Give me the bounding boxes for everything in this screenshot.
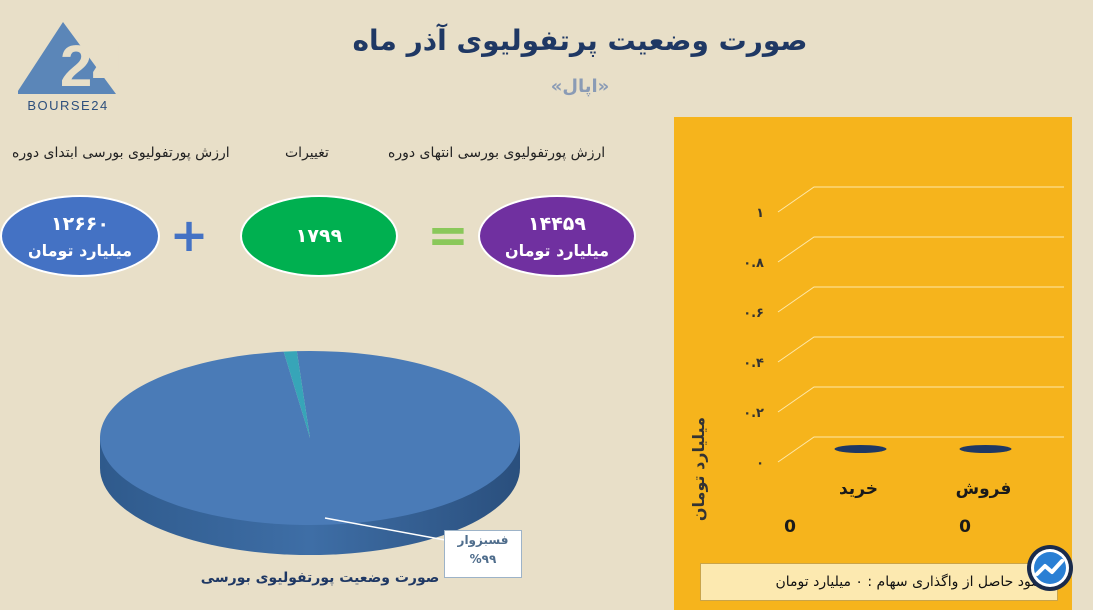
end-value: ۱۴۴۵۹ bbox=[528, 212, 586, 235]
start-value-ellipse: ۱۲۶۶۰ میلیارد تومان bbox=[0, 195, 160, 277]
plus-sign: + bbox=[169, 208, 209, 262]
change-value: ۱۷۹۹ bbox=[295, 225, 343, 247]
end-value-label: ارزش پورتفولیوی بورسی انتهای دوره bbox=[388, 145, 606, 161]
page-subtitle: «اپال» bbox=[550, 76, 610, 97]
portfolio-pie-chart bbox=[99, 351, 520, 555]
callout-leader bbox=[324, 517, 446, 541]
bar-y-ticks: ۰ ۰.۲ ۰.۴ ۰.۶ ۰.۸ ۱ bbox=[743, 206, 764, 471]
category-label: فروش bbox=[956, 479, 1012, 499]
bar-grid bbox=[777, 186, 1064, 463]
page-title: صورت وضعیت پرتفولیوی آذر ماه bbox=[352, 24, 808, 57]
grid-line bbox=[777, 336, 1064, 363]
pie-callout-label: فسبزوار bbox=[457, 533, 509, 547]
y-tick-label: ۰ bbox=[756, 456, 764, 471]
logo-mark: 24 bbox=[60, 34, 122, 99]
pie-callout: فسبزوار %۹۹ bbox=[444, 530, 522, 578]
trade-chart-panel bbox=[674, 117, 1072, 610]
grid-line bbox=[777, 236, 1064, 263]
bar-1 bbox=[959, 445, 1012, 453]
grid-line bbox=[777, 186, 1064, 213]
pie-slice-1 bbox=[283, 351, 310, 438]
bar-marks bbox=[834, 445, 1012, 453]
y-tick-label: ۰.۶ bbox=[743, 306, 764, 321]
start-value-unit: میلیارد تومان bbox=[27, 240, 133, 260]
start-value: ۱۲۶۶۰ bbox=[51, 212, 109, 235]
value-label: 0 bbox=[959, 517, 971, 537]
y-tick-label: ۰.۴ bbox=[743, 356, 764, 371]
logo-text: BOURSE24 bbox=[27, 98, 108, 113]
change-label: تغییرات bbox=[285, 145, 329, 161]
pie-slice-0 bbox=[99, 351, 520, 525]
y-tick-label: ۰.۸ bbox=[743, 256, 764, 271]
grid-line bbox=[777, 386, 1064, 413]
bar-categories: خرید فروش bbox=[839, 479, 1011, 499]
bar-y-axis-label: میلیارد تومان bbox=[689, 417, 708, 521]
pie-callout-percent: %۹۹ bbox=[469, 552, 497, 566]
equals-sign: = bbox=[427, 206, 469, 264]
y-tick-label: ۱ bbox=[756, 206, 764, 221]
change-value-ellipse: ۱۷۹۹ bbox=[240, 195, 398, 277]
pie-slices bbox=[99, 351, 520, 525]
bourse24-logo: 24 BOURSE24 bbox=[16, 18, 125, 116]
start-value-label: ارزش پورتفولیوی بورسی ابتدای دوره bbox=[12, 145, 230, 161]
category-label: خرید bbox=[839, 479, 878, 499]
grid-line bbox=[777, 286, 1064, 313]
end-value-ellipse: ۱۴۴۵۹ میلیارد تومان bbox=[478, 195, 636, 277]
end-value-unit: میلیارد تومان bbox=[504, 240, 610, 260]
grid-line bbox=[777, 436, 1064, 463]
bar-0 bbox=[834, 445, 887, 453]
profit-note: سود حاصل از واگذاری سهام : ۰ میلیارد توم… bbox=[700, 563, 1058, 601]
value-label: 0 bbox=[784, 517, 796, 537]
pie-chart-title: صورت وضعیت پورتفولیوی بورسی bbox=[200, 570, 440, 586]
y-tick-label: ۰.۲ bbox=[743, 406, 764, 421]
trend-badge-icon bbox=[1026, 544, 1074, 592]
